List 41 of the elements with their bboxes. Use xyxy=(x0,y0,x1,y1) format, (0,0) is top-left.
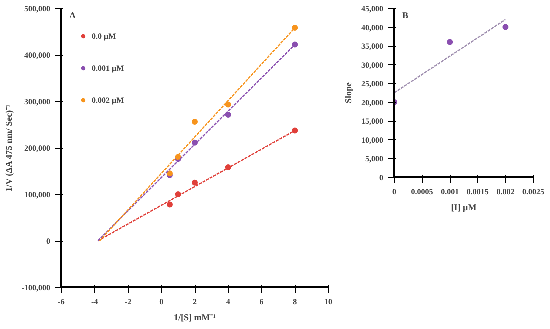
x-tick-label: 0.001 xyxy=(441,188,460,196)
x-tick-label: 0 xyxy=(392,188,396,196)
y-axis-title: Slope xyxy=(344,82,354,104)
y-tick-label: 25,000 xyxy=(362,80,384,89)
x-tick-label: -6 xyxy=(58,298,65,306)
x-axis-title: 1/[S] mM⁻¹ xyxy=(174,312,216,322)
annotation: A xyxy=(70,10,76,20)
y-tick-label: 0 xyxy=(380,174,384,182)
y-tick-label: 10,000 xyxy=(362,136,384,145)
x-tick-label: 2 xyxy=(193,298,197,306)
y-tick-label: 500,000 xyxy=(24,4,50,14)
y-tick-label: 20,000 xyxy=(362,98,384,108)
x-tick-label: 10 xyxy=(324,298,332,306)
x-tick-label: 0.0015 xyxy=(466,188,489,196)
x-tick-label: 6 xyxy=(260,298,264,306)
x-tick-label: 0.0025 xyxy=(522,188,544,196)
y-tick-label: 40,000 xyxy=(362,23,384,32)
y-tick-label: -100,000 xyxy=(22,284,51,292)
y-tick-label: 5,000 xyxy=(366,154,384,164)
y-tick-label: 45,000 xyxy=(362,4,384,14)
x-tick-label: 4 xyxy=(226,298,230,306)
y-tick-label: 300,000 xyxy=(24,98,50,106)
x-tick-label: -4 xyxy=(92,298,98,306)
y-tick-label: 200,000 xyxy=(24,144,50,153)
x-tick-label: 0.002 xyxy=(496,188,515,196)
x-tick-label: 0 xyxy=(160,298,164,306)
y-tick-label: 15,000 xyxy=(362,117,384,126)
x-tick-label: -2 xyxy=(124,298,132,306)
legend-label: 0.002 µM xyxy=(92,96,124,104)
legend-label: 0.0 µM xyxy=(92,32,116,40)
y-tick-label: 100,000 xyxy=(24,190,50,200)
annotation: B xyxy=(402,10,409,20)
y-tick-label: 0 xyxy=(46,237,50,246)
x-tick-label: 0.0005 xyxy=(411,188,434,196)
x-tick-label: 8 xyxy=(293,298,298,306)
y-tick-label: 30,000 xyxy=(362,60,384,70)
y-tick-label: 400,000 xyxy=(24,51,50,60)
y-tick-label: 35,000 xyxy=(362,42,384,52)
y-axis-title: 1/V (ΔA 475 nm/ Sec)⁻¹ xyxy=(4,104,14,192)
legend-label: 0.001 µM xyxy=(92,64,124,72)
x-axis-title: [I] µM xyxy=(451,202,478,212)
